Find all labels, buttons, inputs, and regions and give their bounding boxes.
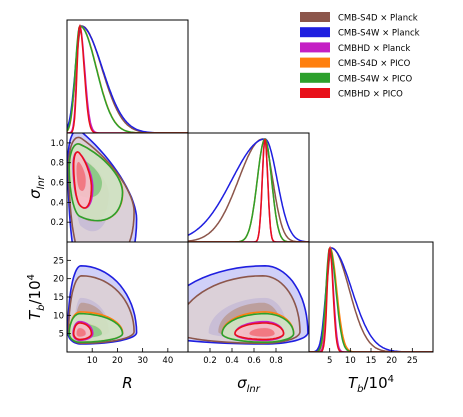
panel-R-sigma bbox=[66, 132, 189, 243]
x-tick-label-Tb: 10 bbox=[345, 356, 356, 366]
x-tick-label-R: 30 bbox=[137, 356, 148, 366]
panel-contours bbox=[67, 264, 138, 345]
y-tick-label-sigma: 0.4 bbox=[50, 198, 64, 208]
x-axis-label-sigma: σlnr bbox=[237, 374, 261, 395]
x-tick-label-Tb: 25 bbox=[407, 356, 418, 366]
marginal-lines bbox=[309, 245, 433, 352]
marginal-line-1 bbox=[67, 25, 188, 133]
x-axis-label-Tb: Tb/104 bbox=[348, 374, 394, 395]
legend-swatch-3 bbox=[300, 57, 330, 68]
x-tick-label-sigma: 0.8 bbox=[269, 356, 283, 366]
y-tick-label-sigma: 0.2 bbox=[50, 218, 64, 228]
marginal-sigma bbox=[187, 132, 310, 243]
marginal-line-1 bbox=[188, 138, 309, 242]
panel-contours bbox=[188, 264, 309, 345]
y-tick-label-sigma: 0.8 bbox=[50, 159, 64, 169]
legend-label-3: CMB-S4D × PICO bbox=[338, 59, 411, 69]
y-tick-label-sigma: 0.6 bbox=[50, 179, 64, 189]
marginal-frame bbox=[66, 19, 189, 134]
panel-R-Tb bbox=[66, 241, 189, 353]
panel-sigma-Tb bbox=[187, 241, 310, 353]
legend-swatch-2 bbox=[300, 42, 330, 53]
marginal-line-5 bbox=[309, 245, 433, 352]
y-axis-label-sigma: σlnr bbox=[26, 175, 47, 199]
contour-68-5 bbox=[76, 161, 86, 191]
x-axis-label-R: R bbox=[122, 374, 132, 392]
marginal-frame bbox=[187, 132, 310, 243]
marginal-lines bbox=[188, 138, 309, 242]
marginal-line-5 bbox=[67, 23, 188, 133]
y-tick-label-Tb: 25 bbox=[53, 256, 64, 266]
panel-contours bbox=[67, 133, 138, 242]
x-tick-label-R: 20 bbox=[112, 356, 123, 366]
x-tick-label-sigma: 0.6 bbox=[247, 356, 261, 366]
marginal-line-0 bbox=[188, 138, 309, 242]
y-tick-label-Tb: 20 bbox=[53, 275, 64, 285]
legend-label-1: CMB-S4W × Planck bbox=[338, 29, 420, 39]
marginal-line-0 bbox=[309, 247, 433, 352]
marginal-R bbox=[66, 19, 189, 134]
y-tick-label-sigma: 1.0 bbox=[50, 139, 64, 149]
x-tick-label-R: 40 bbox=[162, 356, 173, 366]
contour-68-5 bbox=[76, 328, 86, 337]
legend-label-5: CMBHD × PICO bbox=[338, 90, 403, 100]
x-tick-label-sigma: 0.2 bbox=[203, 356, 217, 366]
marginal-Tb bbox=[308, 241, 434, 353]
legend-label-2: CMBHD × Planck bbox=[338, 44, 410, 54]
marginal-lines bbox=[67, 23, 188, 133]
legend-swatch-0 bbox=[300, 12, 330, 22]
legend: CMB-S4D × Planck CMB-S4W × Planck CMBHD × … bbox=[300, 12, 420, 100]
x-tick-label-Tb: 15 bbox=[366, 356, 377, 366]
x-tick-label-Tb: 5 bbox=[327, 356, 332, 366]
x-tick-label-R: 10 bbox=[87, 356, 98, 366]
y-tick-label-Tb: 5 bbox=[59, 330, 64, 340]
contour-68-5 bbox=[249, 328, 275, 337]
y-axis-label-Tb: Tb/104 bbox=[26, 274, 47, 320]
legend-swatch-1 bbox=[300, 27, 330, 38]
marginal-line-4 bbox=[67, 25, 188, 133]
legend-label-4: CMB-S4W × PICO bbox=[338, 74, 412, 84]
y-tick-label-Tb: 15 bbox=[53, 293, 64, 303]
legend-label-0: CMB-S4D × Planck bbox=[338, 14, 418, 24]
legend-swatch-5 bbox=[300, 88, 330, 98]
y-tick-label-Tb: 10 bbox=[53, 311, 64, 321]
x-tick-label-sigma: 0.4 bbox=[225, 356, 239, 366]
legend-swatch-4 bbox=[300, 72, 330, 83]
x-tick-label-Tb: 20 bbox=[386, 356, 397, 366]
